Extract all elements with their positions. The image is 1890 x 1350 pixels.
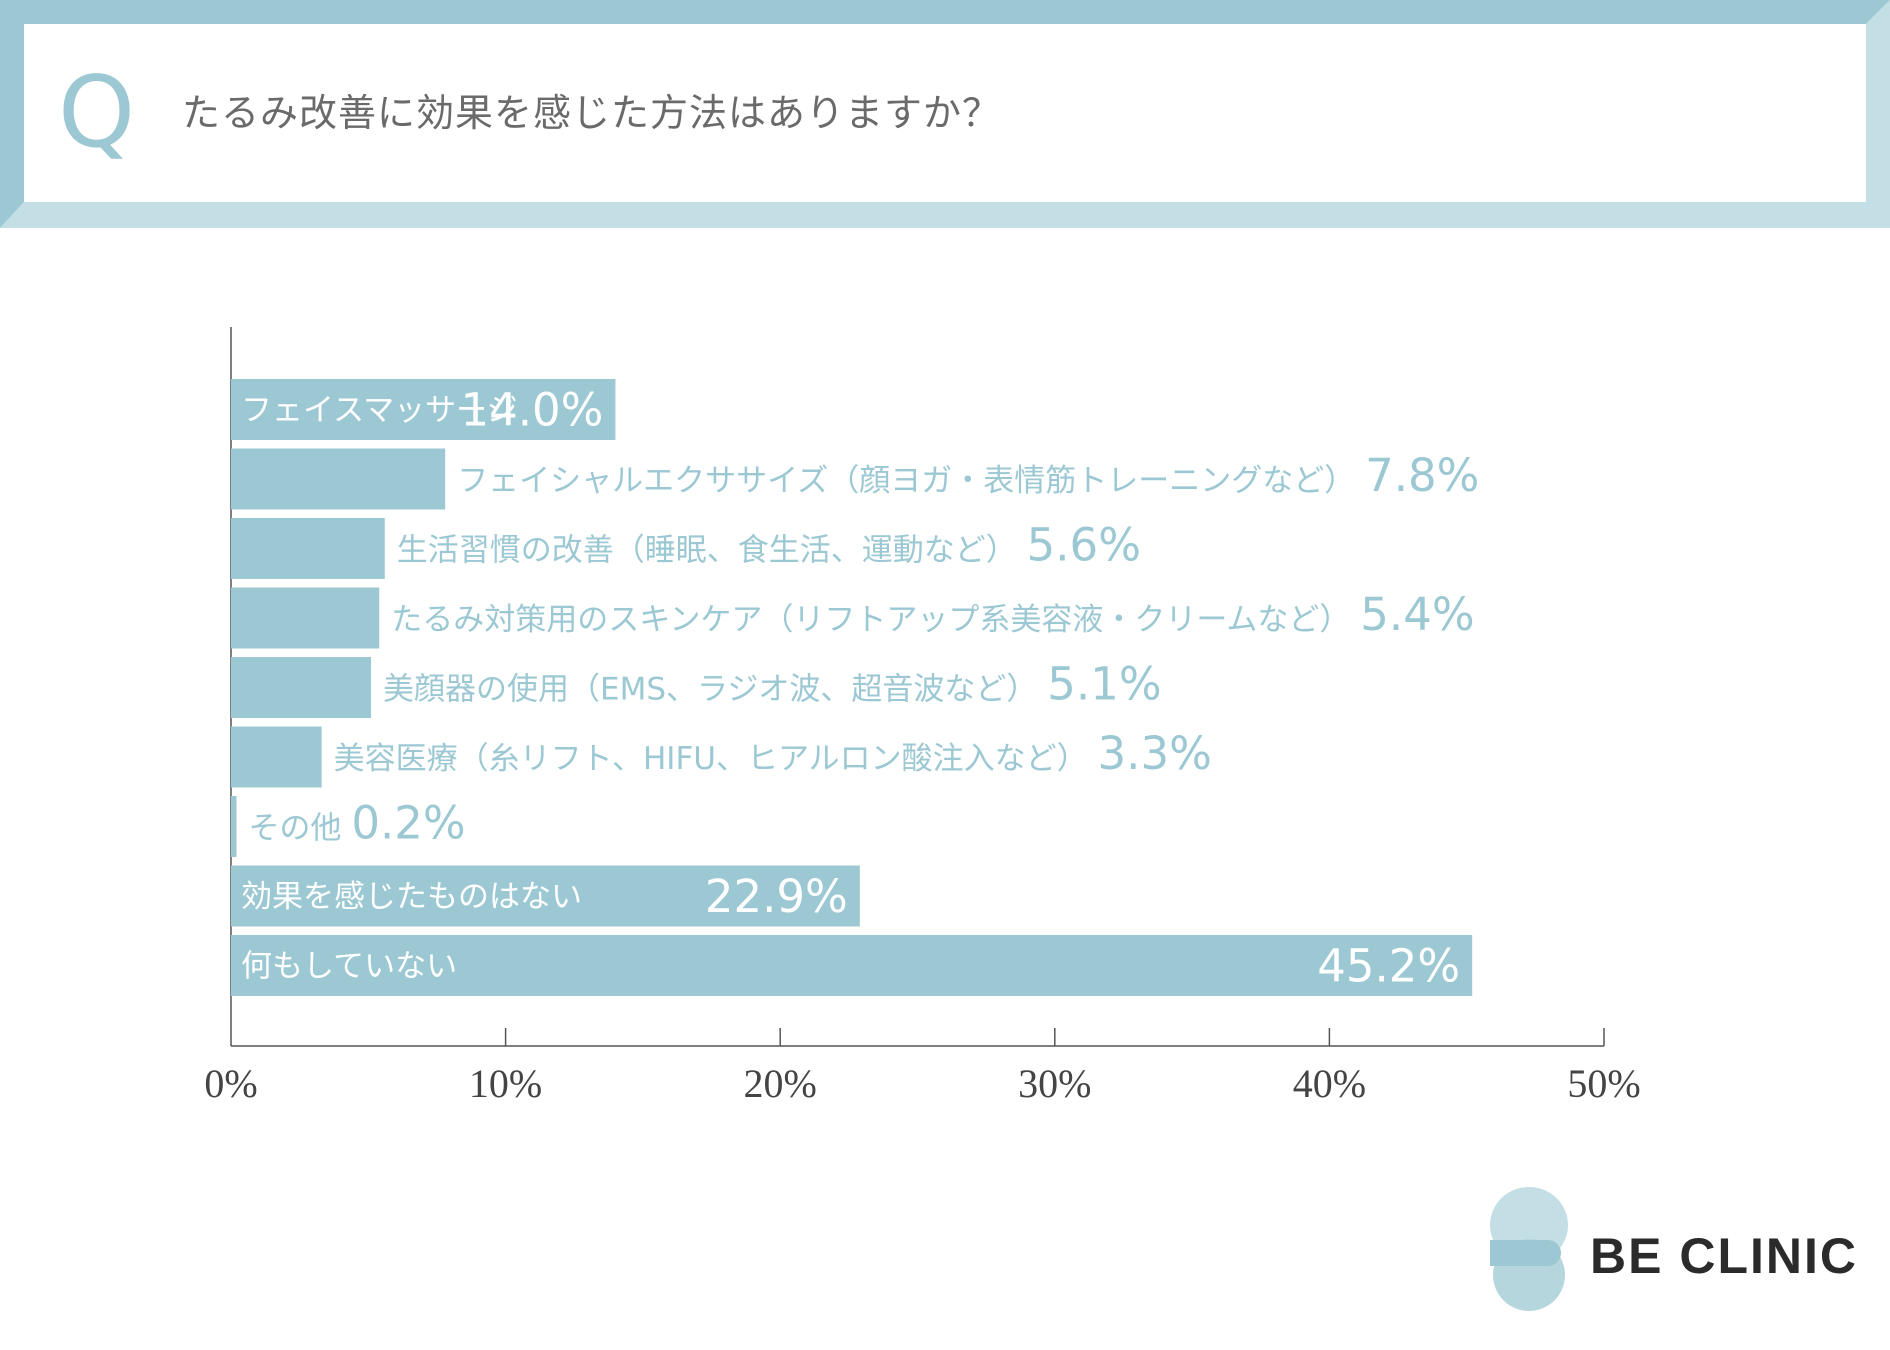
x-tick-label: 20%: [744, 1061, 817, 1106]
bar: [231, 379, 616, 440]
bar-label: たるみ対策用のスキンケア（リフトアップ系美容液・クリームなど） 5.4%: [391, 588, 1474, 641]
bar: [231, 518, 385, 579]
value-label: 5.6%: [1027, 519, 1141, 572]
category-label: 何もしていない: [241, 949, 457, 985]
category-label: フェイシャルエクササイズ（顔ヨガ・表情筋トレーニングなど）: [457, 463, 1365, 499]
value-label: 14.0%: [460, 384, 603, 437]
value-label: 45.2%: [1317, 940, 1460, 993]
value-label: 0.2%: [351, 797, 465, 850]
bar: [231, 796, 237, 857]
question-marker: Q: [58, 56, 136, 170]
value-label: 5.4%: [1360, 588, 1474, 641]
bar: [231, 657, 372, 718]
category-label: 効果を感じたものはない: [241, 879, 582, 915]
category-label: 美顔器の使用（EMS、ラジオ波、超音波など）: [383, 672, 1047, 708]
bar-label: 美顔器の使用（EMS、ラジオ波、超音波など） 5.1%: [383, 658, 1162, 711]
x-tick-label: 0%: [204, 1061, 257, 1106]
frame-bottom-right-shade: [0, 0, 1890, 228]
x-tick-label: 50%: [1567, 1061, 1640, 1106]
category-label: 生活習慣の改善（睡眠、食生活、運動など）: [397, 533, 1027, 569]
logo-band-shape: [1490, 1240, 1561, 1266]
value-label: 3.3%: [1098, 727, 1212, 780]
bar: [231, 448, 446, 510]
be-clinic-logo-icon: [1490, 1187, 1568, 1311]
category-label: たるみ対策用のスキンケア（リフトアップ系美容液・クリームなど）: [391, 602, 1360, 638]
question-text: たるみ改善に効果を感じた方法はありますか？: [182, 91, 1002, 135]
value-label: 22.9%: [705, 870, 848, 923]
x-tick-label: 30%: [1018, 1061, 1091, 1106]
question-frame: [0, 0, 1890, 228]
bar: [231, 726, 322, 788]
value-label: 5.1%: [1047, 658, 1161, 711]
value-label: 7.8%: [1365, 449, 1479, 502]
category-label: 美容医療（糸リフト、HIFU、ヒアルロン酸注入など）: [334, 741, 1098, 777]
frame-top-left-shade: [0, 0, 1890, 228]
bar: [231, 935, 1473, 996]
bar-label: フェイシャルエクササイズ（顔ヨガ・表情筋トレーニングなど） 7.8%: [457, 449, 1479, 502]
category-label: その他: [248, 811, 351, 847]
bar-label: 生活習慣の改善（睡眠、食生活、運動など） 5.6%: [397, 519, 1141, 572]
x-tick-label: 40%: [1293, 1061, 1366, 1106]
x-tick-label: 10%: [469, 1061, 542, 1106]
bar-label: 美容医療（糸リフト、HIFU、ヒアルロン酸注入など） 3.3%: [334, 727, 1212, 780]
bar-label: その他 0.2%: [248, 797, 465, 850]
category-label: フェイスマッサージ: [241, 393, 518, 429]
question-box: [24, 24, 1866, 202]
brand-name: BE CLINIC: [1590, 1228, 1858, 1284]
bar: [231, 587, 380, 649]
bar: [231, 865, 860, 927]
